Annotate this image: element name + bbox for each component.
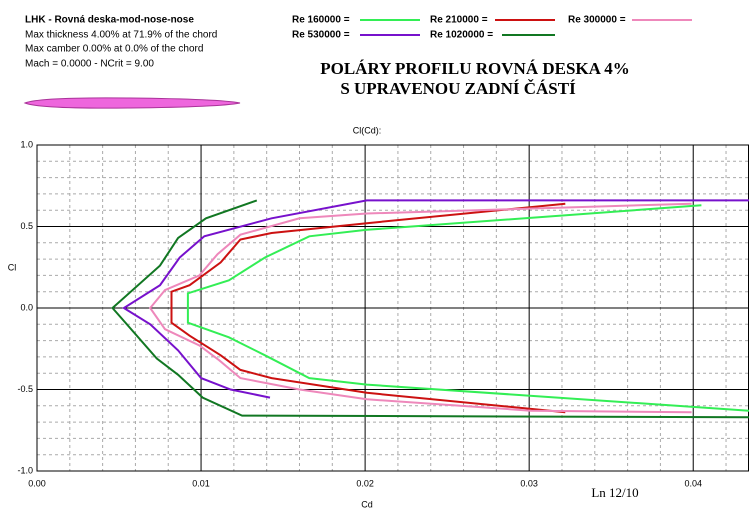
chart-subtitle: S UPRAVENOU ZADNÍ ČÁSTÍ: [340, 79, 576, 98]
series-line: [111, 199, 749, 419]
info-line: Max thickness 4.00% at 71.9% of the chor…: [25, 30, 217, 41]
series-line: [170, 202, 566, 414]
y-tick-label: 0.0: [20, 302, 33, 312]
plot-title: Cl(Cd):: [353, 125, 382, 135]
chart-title: POLÁRY PROFILU ROVNÁ DESKA 4%: [320, 59, 630, 78]
legend-label: Re 160000 =: [292, 15, 350, 26]
legend-label: Re 300000 =: [568, 15, 626, 26]
info-line: LHK - Rovná deska-mod-nose-nose: [25, 15, 194, 26]
x-tick-label: 0.01: [192, 478, 210, 488]
info-line: Mach = 0.0000 - NCrit = 9.00: [25, 59, 154, 70]
legend-label: Re 1020000 =: [430, 30, 493, 41]
x-tick-label: 0.02: [356, 478, 374, 488]
y-axis-label: Cl: [8, 262, 17, 272]
y-tick-label: -1.0: [17, 465, 33, 475]
x-axis-label: Cd: [361, 499, 373, 509]
series-line: [148, 202, 692, 414]
legend-label: Re 210000 =: [430, 15, 488, 26]
info-line: Max camber 0.00% at 0.0% of the chord: [25, 44, 203, 55]
x-tick-label: 0.03: [520, 478, 538, 488]
annotation: Ln 12/10: [591, 485, 638, 500]
series-line: [186, 204, 749, 412]
x-tick-label: 0.00: [28, 478, 46, 488]
airfoil-shape: [23, 97, 241, 109]
series-line: [122, 199, 749, 399]
x-tick-label: 0.04: [684, 478, 702, 488]
legend-label: Re 530000 =: [292, 30, 350, 41]
y-tick-label: 1.0: [20, 139, 33, 149]
y-tick-label: -0.5: [17, 384, 33, 394]
y-tick-label: 0.5: [20, 221, 33, 231]
